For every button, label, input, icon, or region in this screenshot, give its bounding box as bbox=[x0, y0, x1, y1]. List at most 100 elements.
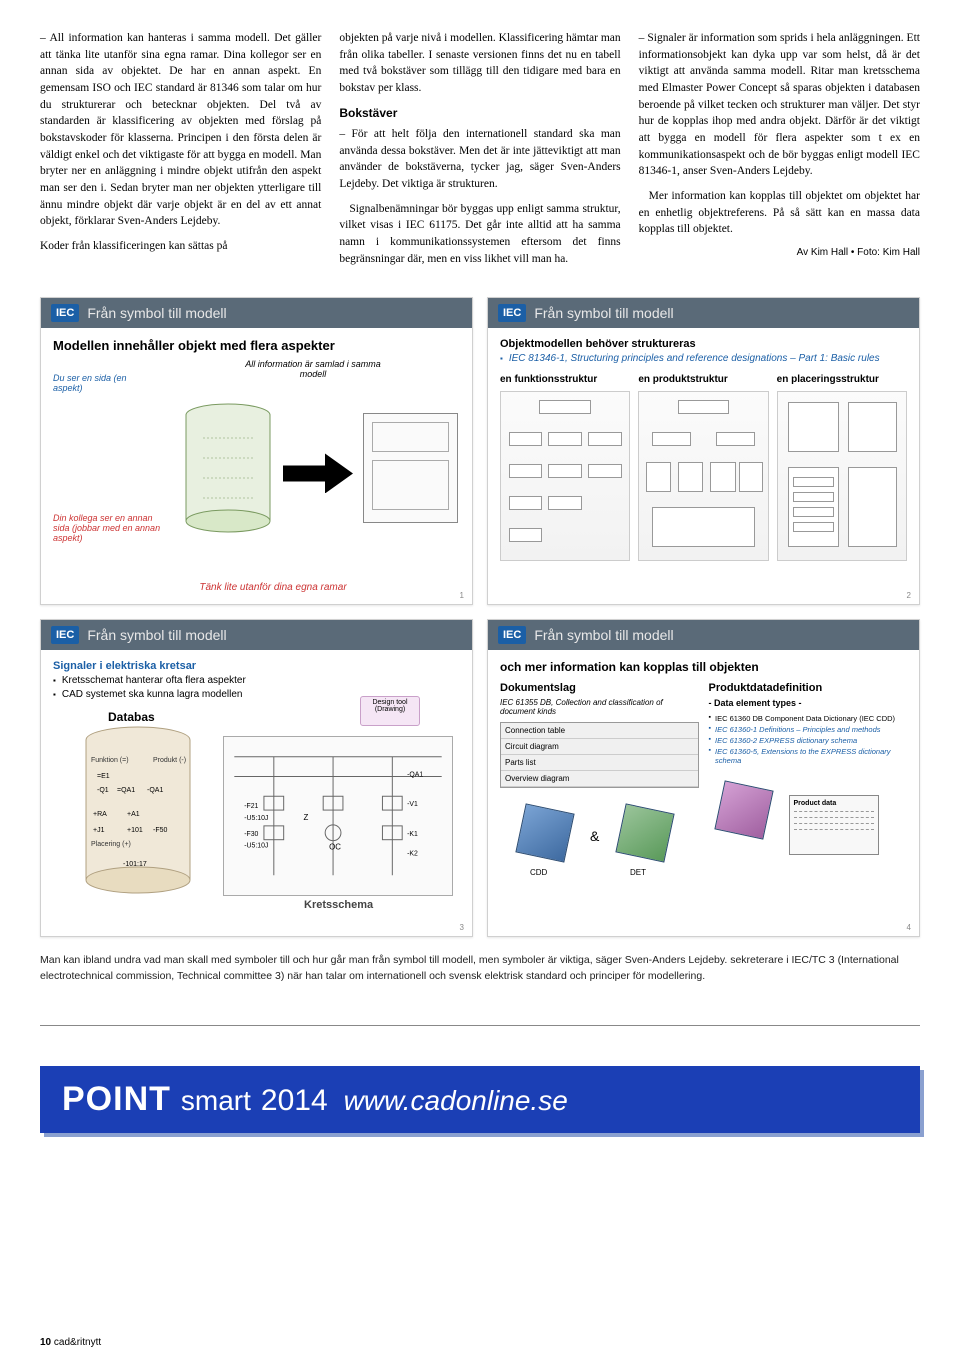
slide2-col-title: en funktionsstruktur bbox=[500, 374, 630, 385]
slide-title: Modellen innehåller objekt med flera asp… bbox=[53, 338, 460, 353]
slide4-left-title: Dokumentslag bbox=[500, 682, 699, 694]
slide2-prod-diagram bbox=[638, 391, 768, 561]
banner-year: 2014 bbox=[261, 1084, 328, 1118]
slide3-db-label: Databas bbox=[108, 710, 155, 724]
slide4-left-note: IEC 61355 DB, Collection and classificat… bbox=[500, 698, 699, 716]
svg-text:Produkt (-): Produkt (-) bbox=[153, 757, 186, 764]
article-col-3: – Signaler är information som sprids i h… bbox=[639, 30, 920, 275]
slide4-doc-row: Overview diagram bbox=[501, 771, 698, 787]
slide1-diagram: All information är samlad i samma modell… bbox=[53, 363, 460, 593]
svg-text:Placering (+): Placering (+) bbox=[91, 841, 131, 848]
slide-body: Modellen innehåller objekt med flera asp… bbox=[41, 328, 472, 604]
article-col-2: objekten på varje nivå i modellen. Klass… bbox=[339, 30, 620, 275]
iec-badge: IEC bbox=[51, 626, 79, 644]
slide-header-title: Från symbol till modell bbox=[87, 627, 226, 643]
slide1-blue-aspect: Du ser en sida (en aspekt) bbox=[53, 373, 143, 393]
svg-text:+101: +101 bbox=[127, 827, 143, 834]
svg-text:=E1: =E1 bbox=[97, 773, 110, 780]
arrow-right-icon bbox=[283, 453, 353, 493]
svg-text:+J1: +J1 bbox=[93, 827, 105, 834]
article-p: Koder från klassificeringen kan sättas p… bbox=[40, 238, 321, 255]
slide-header-title: Från symbol till modell bbox=[534, 305, 673, 321]
slide4-doc-row: Connection table bbox=[501, 723, 698, 739]
slide1-modelbox bbox=[363, 413, 458, 523]
page-footer: 10 cad&ritnytt bbox=[40, 1337, 101, 1348]
svg-text:-101:17: -101:17 bbox=[123, 861, 147, 868]
slide3-bullet: Kretsschemat hanterar ofta flera aspekte… bbox=[53, 675, 460, 686]
svg-text:-F50: -F50 bbox=[153, 827, 168, 834]
svg-text:-U5:10J: -U5:10J bbox=[244, 843, 268, 850]
slide-1: IEC Från symbol till modell Modellen inn… bbox=[40, 297, 473, 605]
slide1-red-bottom: Tänk lite utanför dina egna ramar bbox=[163, 582, 383, 593]
slide2-func-diagram bbox=[500, 391, 630, 561]
slide3-diagram: Databas Funktion (=) Produkt (-) Placeri… bbox=[53, 706, 460, 926]
article-p: Mer information kan kopplas till objekte… bbox=[639, 188, 920, 238]
slide-body: Signaler i elektriska kretsar Kretsschem… bbox=[41, 650, 472, 936]
slide-title: och mer information kan kopplas till obj… bbox=[500, 660, 907, 674]
slide2-place-diagram bbox=[777, 391, 907, 561]
slide4-prod-item: IEC 61360-5, Extensions to the EXPRESS d… bbox=[709, 747, 908, 765]
svg-text:-Q1: -Q1 bbox=[97, 787, 109, 794]
slide4-right-sub: - Data element types - bbox=[709, 698, 908, 708]
cube-icon bbox=[615, 804, 674, 863]
svg-text:-V1: -V1 bbox=[407, 802, 418, 809]
article-p: – Signaler är information som sprids i h… bbox=[639, 30, 920, 180]
section-heading-bokstaver: Bokstäver bbox=[339, 105, 620, 122]
cylinder-icon bbox=[183, 403, 273, 533]
slide4-det-label: DET bbox=[630, 868, 646, 877]
slide-header: IEC Från symbol till modell bbox=[488, 620, 919, 650]
iec-badge: IEC bbox=[498, 304, 526, 322]
slide4-prod-list: IEC 61360 DB Component Data Dictionary (… bbox=[709, 714, 908, 765]
iec-badge: IEC bbox=[51, 304, 79, 322]
slide4-cdd-label: CDD bbox=[530, 868, 547, 877]
slide4-right-title: Produktdatadefinition bbox=[709, 682, 908, 694]
slide2-col-title: en placeringsstruktur bbox=[777, 374, 907, 385]
slide4-doc-row: Parts list bbox=[501, 755, 698, 771]
slide-header: IEC Från symbol till modell bbox=[41, 298, 472, 328]
cube-icon bbox=[714, 781, 773, 840]
svg-text:OC: OC bbox=[329, 843, 341, 852]
slide-page-number: 1 bbox=[460, 591, 464, 600]
svg-text:-F21: -F21 bbox=[244, 804, 258, 811]
footer-publication: cad&ritnytt bbox=[54, 1337, 101, 1348]
slide-page-number: 3 bbox=[460, 923, 464, 932]
iec-badge: IEC bbox=[498, 626, 526, 644]
slide-4: IEC Från symbol till modell och mer info… bbox=[487, 619, 920, 937]
ampersand-icon: & bbox=[590, 828, 599, 844]
article-p: objekten på varje nivå i modellen. Klass… bbox=[339, 30, 620, 97]
slide-body: och mer information kan kopplas till obj… bbox=[488, 650, 919, 936]
slides-grid: IEC Från symbol till modell Modellen inn… bbox=[40, 297, 920, 937]
slide4-doc-list: Connection table Circuit diagram Parts l… bbox=[500, 722, 699, 788]
divider bbox=[40, 1025, 920, 1026]
svg-text:-K2: -K2 bbox=[407, 851, 418, 858]
banner-url: www.cadonline.se bbox=[344, 1085, 568, 1117]
slide-title: Objektmodellen behöver struktureras bbox=[500, 338, 907, 350]
slide3-tag-design: Design tool (Drawing) bbox=[360, 696, 420, 726]
svg-text:-QA1: -QA1 bbox=[407, 772, 423, 779]
point-banner: POINT smart 2014 www.cadonline.se bbox=[40, 1066, 920, 1133]
article-p: Signalbenämningar bör byggas upp enligt … bbox=[339, 201, 620, 268]
slide3-schema-box: -F21 -U5:10J -F30 -U5:10J Z OC -QA1 -V1 … bbox=[223, 736, 453, 896]
slide1-red-aspect: Din kollega ser en annan sida (jobbar me… bbox=[53, 513, 163, 543]
slide-header: IEC Från symbol till modell bbox=[488, 298, 919, 328]
slide-3: IEC Från symbol till modell Signaler i e… bbox=[40, 619, 473, 937]
article-col-1: – All information kan hanteras i samma m… bbox=[40, 30, 321, 275]
svg-text:-U5:10J: -U5:10J bbox=[244, 815, 268, 822]
slide4-prod-item: IEC 61360 DB Component Data Dictionary (… bbox=[709, 714, 908, 723]
svg-text:-K1: -K1 bbox=[407, 831, 418, 838]
svg-text:+RA: +RA bbox=[93, 811, 107, 818]
svg-text:=QA1: =QA1 bbox=[117, 787, 135, 794]
slide-title: Signaler i elektriska kretsar bbox=[53, 660, 460, 672]
article-p: – För att helt följa den internationell … bbox=[339, 126, 620, 193]
database-icon: Funktion (=) Produkt (-) Placering (+) =… bbox=[83, 726, 193, 896]
slide3-schema-label: Kretsschema bbox=[304, 899, 373, 911]
slide-body: Objektmodellen behöver struktureras IEC … bbox=[488, 328, 919, 604]
article-byline: Av Kim Hall • Foto: Kim Hall bbox=[639, 246, 920, 261]
slide4-doc-row: Circuit diagram bbox=[501, 739, 698, 755]
figure-caption: Man kan ibland undra vad man skall med s… bbox=[40, 953, 920, 985]
slide-header-title: Från symbol till modell bbox=[87, 305, 226, 321]
svg-text:-QA1: -QA1 bbox=[147, 787, 163, 794]
slide-2: IEC Från symbol till modell Objektmodell… bbox=[487, 297, 920, 605]
slide4-product-data-box: Product data bbox=[789, 795, 879, 855]
svg-text:+A1: +A1 bbox=[127, 811, 140, 818]
